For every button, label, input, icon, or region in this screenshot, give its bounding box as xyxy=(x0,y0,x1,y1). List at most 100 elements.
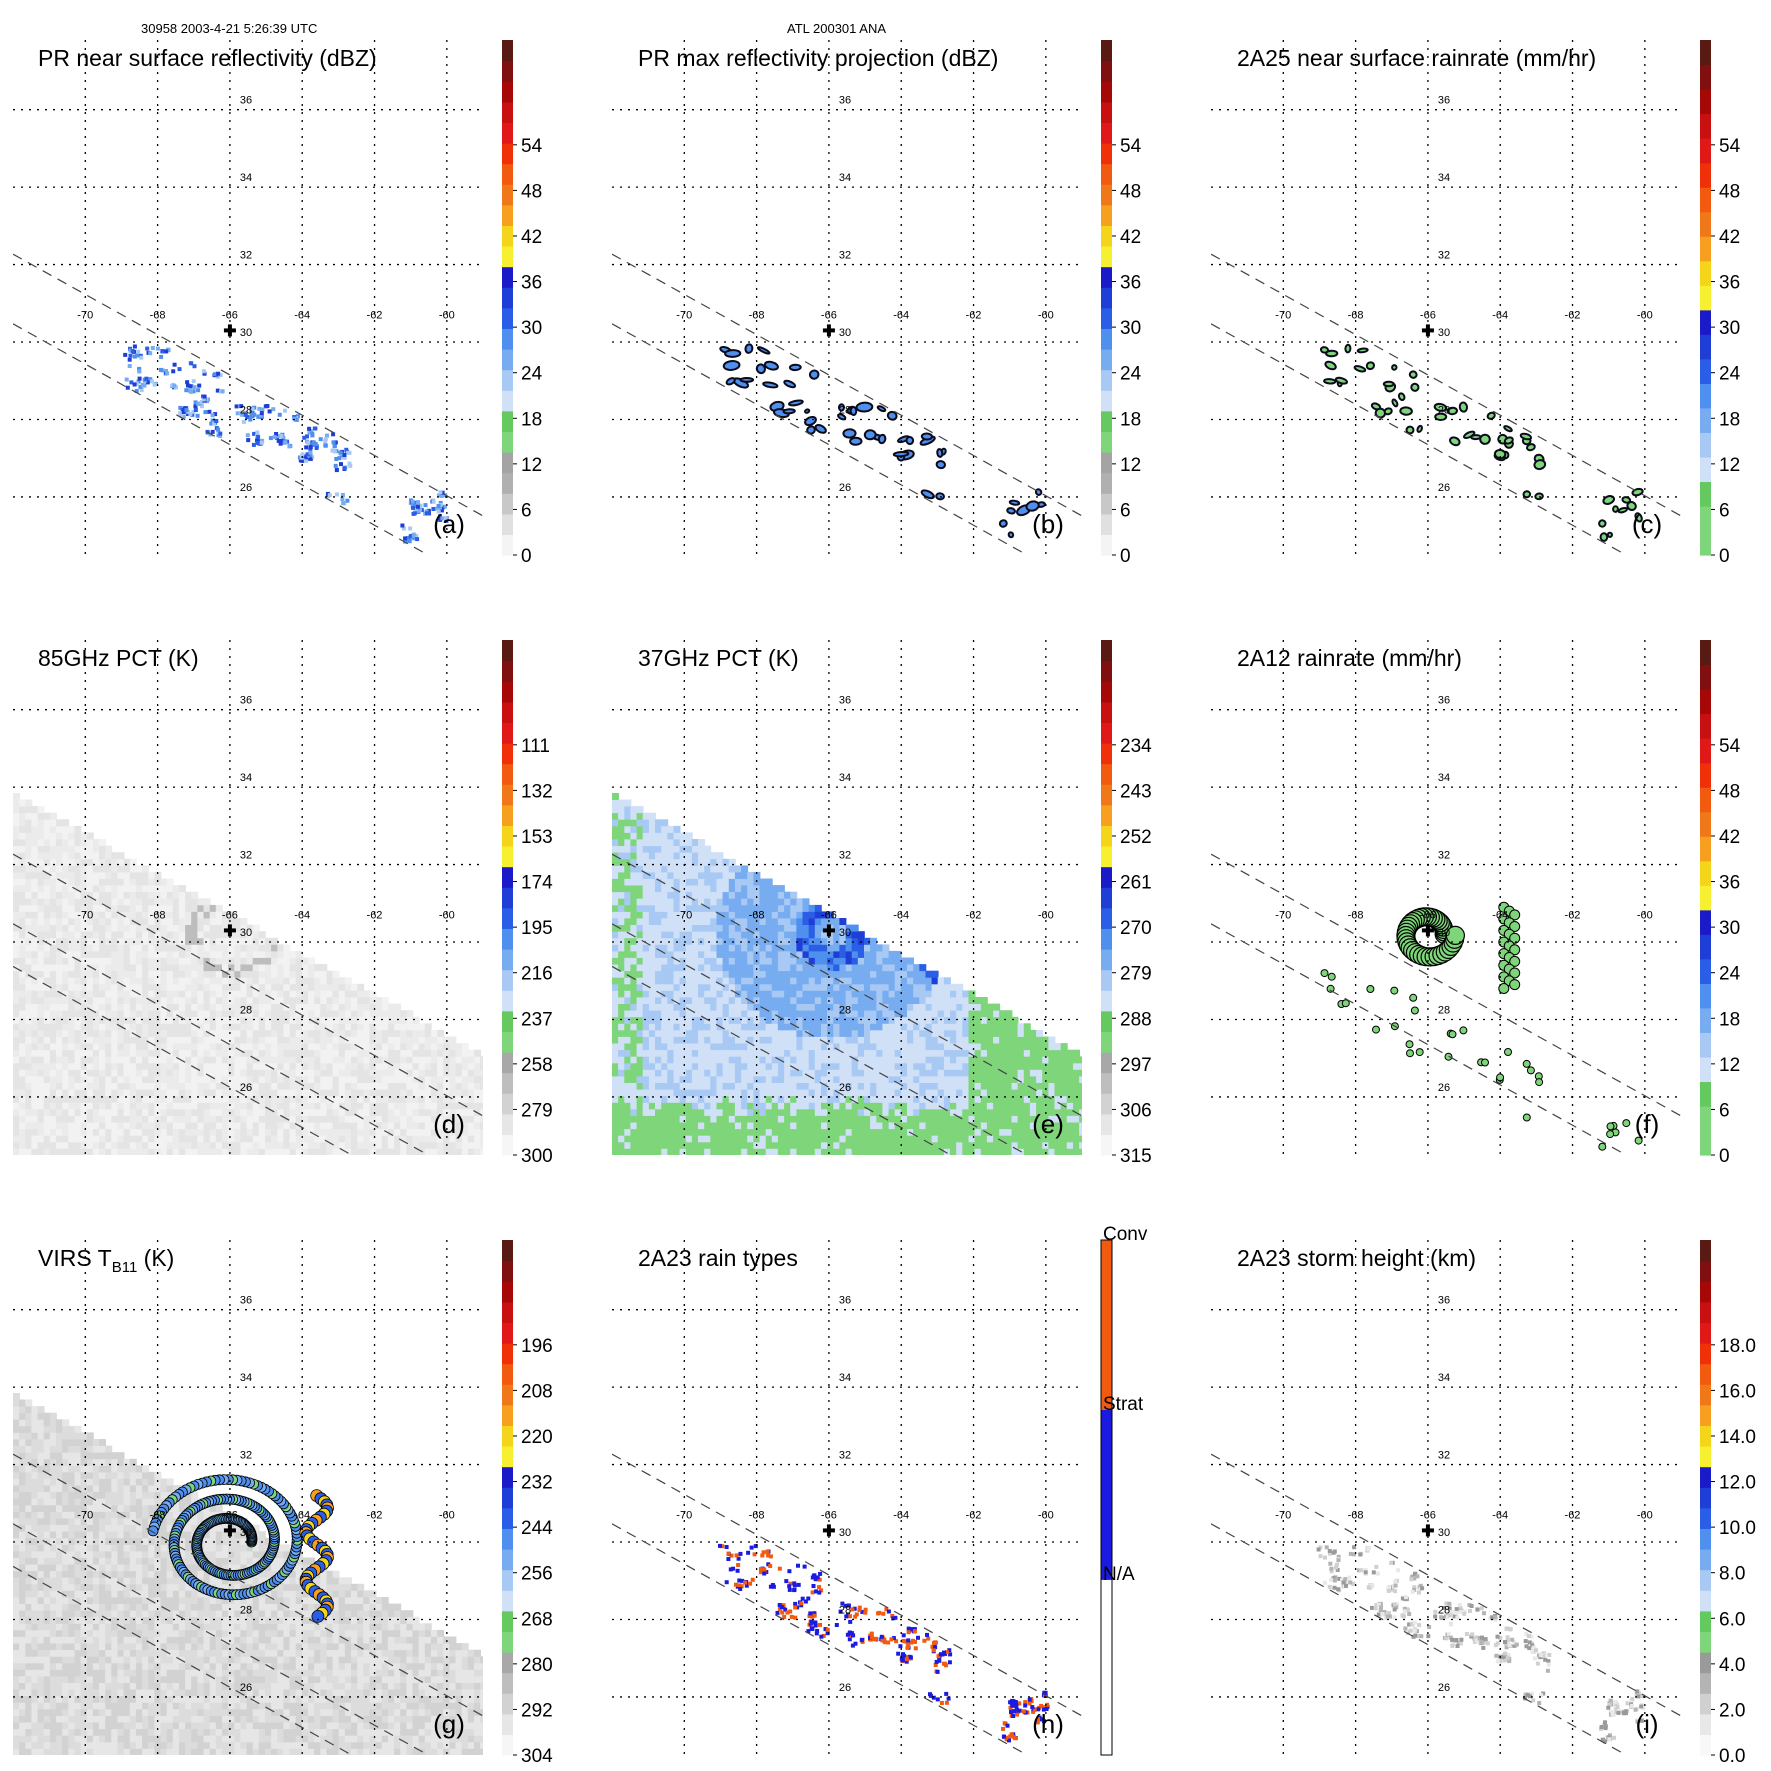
colorbar-tick: 18 xyxy=(521,409,542,430)
colorbar-tick: 12.0 xyxy=(1719,1473,1756,1494)
colorbar-tick: 42 xyxy=(521,227,542,248)
colorbar-tick: 243 xyxy=(1120,781,1152,802)
panel-i-grid xyxy=(1211,1240,1681,1755)
panel-c-lon-tick: -66 xyxy=(1420,310,1436,322)
colorbar-tick: 18 xyxy=(1719,409,1740,430)
panel-a-lat-tick: 30 xyxy=(240,327,252,339)
panel-d-title: 85GHz PCT (K) xyxy=(38,645,199,671)
panel-a-lat-tick: 36 xyxy=(240,95,252,107)
colorbar-tick: 304 xyxy=(521,1746,553,1767)
panel-e-field xyxy=(612,793,1082,1155)
panel-c-lon-tick: -60 xyxy=(1637,310,1653,322)
colorbar-tick: 18 xyxy=(1719,1009,1740,1030)
panel-b-lat-tick: 32 xyxy=(839,250,851,262)
storm-center-marker xyxy=(1421,324,1434,337)
panel-c-colorbar: 0 6 12 18 24 30 36 42 48 54 xyxy=(1700,40,1741,567)
colorbar-tick: 244 xyxy=(521,1518,553,1539)
panel-h-colorbar: N/A Strat Conv xyxy=(1100,1224,1148,1756)
panel-g-grid xyxy=(13,1240,483,1755)
panel-a-swath-edges xyxy=(13,253,483,555)
panel-d-lat-tick: 34 xyxy=(240,772,252,784)
panel-h-lon-tick: -68 xyxy=(749,1510,765,1522)
panel-h-grid xyxy=(612,1240,1082,1755)
colorbar-tick: 10.0 xyxy=(1719,1518,1756,1539)
colorbar-tick: 280 xyxy=(521,1655,553,1676)
colorbar-tick: 24 xyxy=(521,364,543,385)
panel-d: -70 -68 -66 -64 -62 -60 26 28 30 32 34 36 85GHz PCT … xyxy=(13,640,553,1167)
panel-e-lat-tick: 36 xyxy=(839,695,851,707)
panel-h-lat-tick: 36 xyxy=(839,1295,851,1307)
panel-i-lat-tick: 26 xyxy=(1438,1682,1450,1694)
colorbar-tick: 6 xyxy=(1719,500,1730,521)
colorbar-tick: 36 xyxy=(1719,273,1740,294)
panel-h: -70 -68 -66 -64 -62 -60 26 28 30 32 34 36 2A23 rain … xyxy=(612,1224,1148,1756)
colorbar-category-label: N/A xyxy=(1103,1564,1135,1585)
panel-a-lat-tick: 26 xyxy=(240,482,252,494)
colorbar-tick: 14.0 xyxy=(1719,1427,1756,1448)
panel-a-lon-tick: -62 xyxy=(367,310,383,322)
panel-b-title: PR max reflectivity projection (dBZ) xyxy=(638,45,998,71)
panel-f-grid xyxy=(1211,640,1681,1155)
panel-b-swath-edges xyxy=(612,253,1082,555)
panel-h-swath-edges xyxy=(612,1453,1082,1755)
panel-e-lon-tick: -62 xyxy=(966,910,982,922)
panel-h-lat-tick: 26 xyxy=(839,1682,851,1694)
panel-i: -70 -68 -66 -64 -62 -60 26 28 30 32 34 36 2A23 storm… xyxy=(1211,1240,1756,1767)
colorbar-tick: 36 xyxy=(521,273,542,294)
panel-f: -70 -68 -66 -64 -62 -60 26 28 30 32 34 36 2A12 rainr… xyxy=(1211,640,1741,1167)
panel-a-lon-tick: -64 xyxy=(294,310,310,322)
colorbar-tick: 196 xyxy=(521,1336,553,1357)
colorbar-tick: 42 xyxy=(1120,227,1141,248)
panel-g-lat-tick: 34 xyxy=(240,1372,252,1384)
colorbar-tick: 30 xyxy=(1719,918,1740,939)
panel-b-lat-tick: 28 xyxy=(839,404,851,416)
panel-g-lon-tick: -62 xyxy=(367,1510,383,1522)
panel-h-lat-tick: 32 xyxy=(839,1450,851,1462)
panel-b-lat-tick: 34 xyxy=(839,172,851,184)
panel-e-lat-tick: 32 xyxy=(839,850,851,862)
panel-d-lon-tick: -70 xyxy=(77,910,93,922)
colorbar-tick: 208 xyxy=(521,1381,553,1402)
panel-h-lat-tick: 30 xyxy=(839,1527,851,1539)
panel-e-swath-edges xyxy=(612,853,1082,1155)
panel-b-label: (b) xyxy=(1032,509,1064,539)
panel-f-lat-tick: 26 xyxy=(1438,1082,1450,1094)
panel-c-lon-tick: -70 xyxy=(1275,310,1291,322)
panel-a-lon-tick: -70 xyxy=(77,310,93,322)
colorbar-tick: 12 xyxy=(1719,455,1740,476)
panel-g-lon-tick: -64 xyxy=(294,1510,310,1522)
storm-center-marker xyxy=(223,924,236,937)
panel-c-lon-tick: -62 xyxy=(1565,310,1581,322)
panel-b-lat-tick: 26 xyxy=(839,482,851,494)
colorbar-tick: 153 xyxy=(521,827,553,848)
colorbar-tick: 16.0 xyxy=(1719,1381,1756,1402)
colorbar-tick: 6 xyxy=(1719,1100,1730,1121)
panel-g-lon-tick: -60 xyxy=(439,1510,455,1522)
panel-i-lat-tick: 28 xyxy=(1438,1604,1450,1616)
panel-e-lat-tick: 34 xyxy=(839,772,851,784)
colorbar-tick: 36 xyxy=(1120,273,1141,294)
panel-e: -70 -68 -66 -64 -62 -60 26 28 30 32 34 36 37GHz PCT … xyxy=(612,640,1152,1167)
colorbar-tick: 256 xyxy=(521,1564,553,1585)
colorbar-tick: 258 xyxy=(521,1055,553,1076)
panel-b-lon-tick: -60 xyxy=(1038,310,1054,322)
colorbar-tick: 220 xyxy=(521,1427,553,1448)
panel-c-lon-tick: -64 xyxy=(1492,310,1508,322)
panel-h-lon-tick: -64 xyxy=(893,1510,909,1522)
panel-i-lon-tick: -66 xyxy=(1420,1510,1436,1522)
panel-d-lon-tick: -60 xyxy=(439,910,455,922)
panel-g-lat-tick: 32 xyxy=(240,1450,252,1462)
storm-center-marker xyxy=(1421,1524,1434,1537)
panel-f-lon-tick: -64 xyxy=(1492,910,1508,922)
colorbar-tick: 216 xyxy=(521,964,553,985)
colorbar-tick: 0 xyxy=(1120,546,1131,567)
panel-e-colorbar: 315 306 297 288 279 270 261 252 243 234 xyxy=(1101,640,1152,1167)
colorbar-tick: 237 xyxy=(521,1009,553,1030)
panel-h-title: 2A23 rain types xyxy=(638,1245,798,1271)
colorbar-tick: 42 xyxy=(1719,827,1740,848)
colorbar-tick: 48 xyxy=(521,181,542,202)
panel-d-lat-tick: 32 xyxy=(240,850,252,862)
panel-e-title: 37GHz PCT (K) xyxy=(638,645,799,671)
panel-e-lat-tick: 30 xyxy=(839,927,851,939)
panel-a-lon-tick: -66 xyxy=(222,310,238,322)
